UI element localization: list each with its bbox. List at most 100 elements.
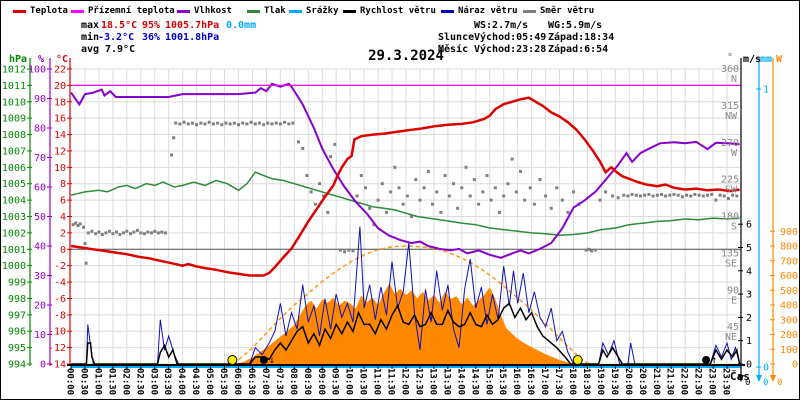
svg-text:16:00: 16:00 <box>511 368 521 395</box>
svg-text:300: 300 <box>780 315 798 326</box>
svg-text:07:00: 07:00 <box>260 368 270 395</box>
svg-text:E: E <box>731 295 737 306</box>
pressure-axis-unit: hPa <box>9 54 28 65</box>
stat-max-pressure: 1005.7hPa <box>165 20 220 31</box>
svg-text:1000: 1000 <box>2 261 26 272</box>
svg-text:1008: 1008 <box>2 130 26 141</box>
svg-text:21:30: 21:30 <box>665 368 675 395</box>
smer-vetru-swatch-icon <box>523 9 536 13</box>
svg-text:6: 6 <box>746 220 752 231</box>
svg-text:17:30: 17:30 <box>553 368 563 395</box>
stat-avg-label: avg <box>81 44 100 55</box>
svg-text:12: 12 <box>54 146 66 157</box>
axis-humidity: 0 10 20 30 40 50 60 70 80 90 100 <box>28 58 52 371</box>
wind-gust-summary: WG:5.9m/s <box>548 20 603 31</box>
series-humidity <box>70 82 740 259</box>
svg-text:00:00: 00:00 <box>65 368 75 395</box>
svg-text:80: 80 <box>34 124 46 135</box>
series-wind-speed <box>71 302 741 365</box>
direction-axis-unit: ° <box>727 52 734 63</box>
svg-text:20: 20 <box>34 301 46 312</box>
series-radiation-clear-sky <box>233 245 590 365</box>
svg-text:23:00: 23:00 <box>707 368 717 395</box>
svg-text:14: 14 <box>54 130 66 141</box>
svg-text:70: 70 <box>34 153 46 164</box>
svg-text:22:00: 22:00 <box>679 368 689 395</box>
svg-text:12:30: 12:30 <box>414 368 424 395</box>
svg-text:21:00: 21:00 <box>651 368 661 395</box>
svg-text:800: 800 <box>780 242 798 253</box>
stat-min-humidity: 36% <box>142 32 161 43</box>
svg-text:6: 6 <box>60 196 66 207</box>
sun-label: Slunce <box>438 32 475 43</box>
page-title: 29.3.2024 <box>368 48 444 64</box>
legend-label: Přízemní teplota <box>88 6 175 16</box>
svg-text:8: 8 <box>60 179 66 190</box>
svg-text:SE: SE <box>725 258 737 269</box>
svg-text:0: 0 <box>60 245 66 256</box>
svg-text:NE: NE <box>725 332 737 343</box>
svg-text:0: 0 <box>763 363 769 374</box>
wind-axis-unit: m/s <box>743 54 762 65</box>
svg-text:14:30: 14:30 <box>469 368 479 395</box>
svg-text:17:00: 17:00 <box>539 368 549 395</box>
svg-text:3: 3 <box>746 290 752 301</box>
svg-text:1004: 1004 <box>2 196 26 207</box>
series-pressure <box>70 171 740 237</box>
svg-text:09:30: 09:30 <box>330 368 340 395</box>
svg-text:20:00: 20:00 <box>623 368 633 395</box>
svg-text:1003: 1003 <box>2 212 26 223</box>
moonset-arrow-icon: ↓ <box>269 355 275 366</box>
svg-text:135: 135 <box>721 248 739 259</box>
axis-pressure: 994 995 996 997 998 999 1000 1001 1002 1003 1004 10… <box>2 58 32 371</box>
svg-text:0: 0 <box>792 360 798 371</box>
moon-label: Měsíc <box>438 44 469 55</box>
svg-text:-14: -14 <box>48 360 66 371</box>
svg-text:N: N <box>731 74 737 85</box>
svg-text:-4: -4 <box>54 278 66 289</box>
legend-label: Náraz větru <box>458 6 518 16</box>
svg-text:0: 0 <box>746 360 752 371</box>
svg-text:40: 40 <box>34 242 46 253</box>
svg-text:1010: 1010 <box>2 97 26 108</box>
vlhkost-swatch-icon <box>177 9 190 13</box>
svg-text:SW: SW <box>725 185 738 196</box>
svg-text:07:30: 07:30 <box>274 368 284 395</box>
svg-text:14:00: 14:00 <box>455 368 465 395</box>
svg-text:0: 0 <box>745 378 750 388</box>
humidity-axis-unit: % <box>38 54 45 65</box>
svg-text:995: 995 <box>8 343 26 354</box>
rychlost-vetru-swatch-icon <box>343 9 356 13</box>
svg-text:-12: -12 <box>48 343 66 354</box>
legend-item: Rychlost větru <box>343 5 436 17</box>
svg-text:20:30: 20:30 <box>637 368 647 395</box>
wind-speed-summary: WS:2.7m/s <box>474 20 529 31</box>
svg-text:1: 1 <box>746 336 752 347</box>
svg-text:360: 360 <box>721 64 739 75</box>
temperature-axis-unit: °C <box>56 54 69 65</box>
svg-text:4: 4 <box>60 212 66 223</box>
axis-precip: 0 0 1 <box>756 58 769 388</box>
stat-min-pressure: 1001.8hPa <box>165 32 220 43</box>
svg-text:45: 45 <box>727 322 739 333</box>
svg-text:200: 200 <box>780 330 798 341</box>
svg-text:15:30: 15:30 <box>497 368 507 395</box>
svg-text:16: 16 <box>54 114 66 125</box>
legend-item: Teplota <box>13 5 68 17</box>
svg-text:04:00: 04:00 <box>176 368 186 395</box>
sunrise-time: Východ:05:49 <box>474 32 547 43</box>
legend-label: Tlak <box>264 6 286 16</box>
svg-text:225: 225 <box>721 175 739 186</box>
precip-axis-unit: mm <box>760 54 773 65</box>
svg-text:11:30: 11:30 <box>386 368 396 395</box>
svg-text:10:30: 10:30 <box>358 368 368 395</box>
svg-text:05:00: 05:00 <box>204 368 214 395</box>
legend-label: Srážky <box>306 6 339 16</box>
svg-text:23:30: 23:30 <box>721 368 731 395</box>
svg-text:10: 10 <box>34 330 46 341</box>
stat-max-humidity: 95% <box>142 20 161 31</box>
svg-text:20: 20 <box>54 81 66 92</box>
moonrise-moon-icon <box>702 356 711 364</box>
